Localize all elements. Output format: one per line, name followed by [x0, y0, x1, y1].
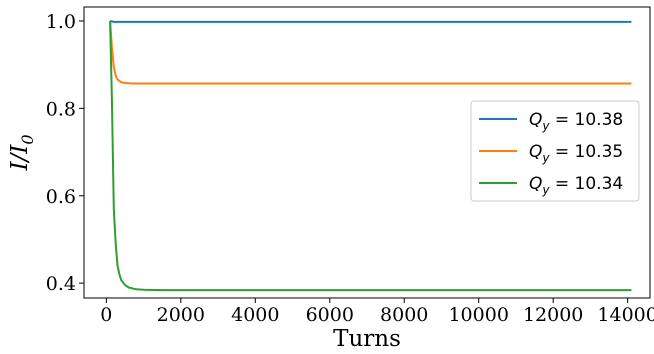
- y-axis-label-main: I/I: [7, 144, 33, 172]
- y-tick-label: 0.4: [46, 273, 76, 295]
- x-tick-label: 10000: [448, 304, 508, 326]
- series-line-2: [109, 20, 632, 85]
- legend-label-3: Qy = 10.34: [529, 174, 623, 197]
- y-tick-label: 1.0: [46, 11, 76, 33]
- x-tick-label: 4000: [231, 304, 279, 326]
- y-tick-label: 0.6: [46, 186, 76, 208]
- legend-label-1: Qy = 10.38: [529, 110, 623, 133]
- y-axis-label-sub: 0: [18, 134, 37, 144]
- x-axis-label: Turns: [333, 326, 401, 352]
- y-tick-label: 0.8: [46, 98, 76, 120]
- series-layer: [109, 20, 632, 292]
- series-line-3: [109, 20, 632, 292]
- plot-frame: [83, 6, 651, 299]
- y-axis-ticks: 0.4 0.6 0.8 1.0: [46, 11, 84, 295]
- x-tick-label: 6000: [306, 304, 354, 326]
- x-tick-label: 12000: [523, 304, 583, 326]
- x-axis-ticks: 0 2000 4000 6000 8000 10000 12000 14000: [100, 298, 654, 326]
- series-line-1: [109, 20, 632, 23]
- y-axis-label: I/I0: [7, 134, 37, 171]
- x-tick-label: 8000: [380, 304, 428, 326]
- x-tick-label: 0: [100, 304, 112, 326]
- x-tick-label: 2000: [157, 304, 205, 326]
- legend-box: [470, 100, 640, 202]
- x-tick-label: 14000: [597, 304, 654, 326]
- legend: Qy = 10.38 Qy = 10.35 Qy = 10.34: [470, 100, 640, 202]
- legend-label-2: Qy = 10.35: [529, 142, 623, 165]
